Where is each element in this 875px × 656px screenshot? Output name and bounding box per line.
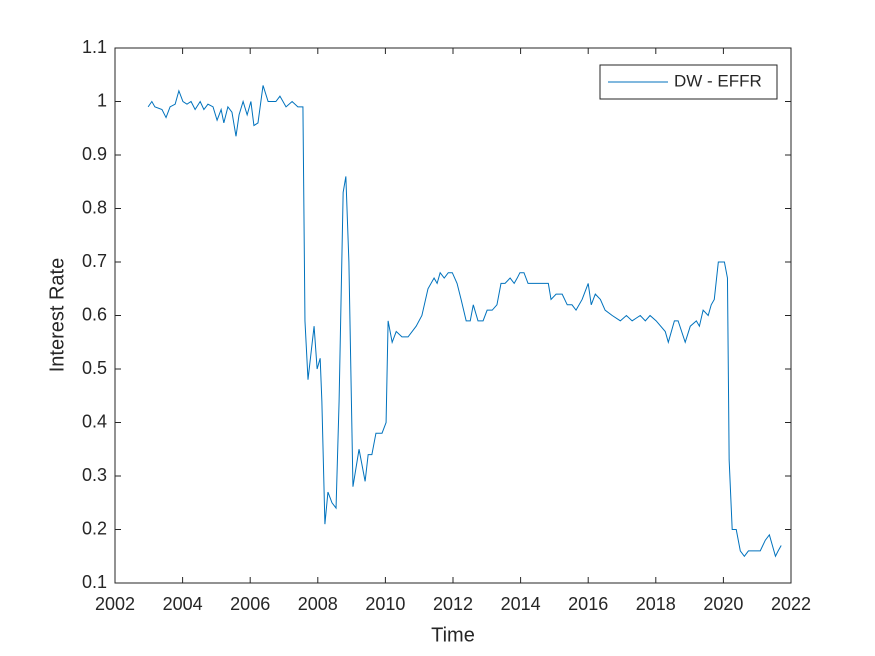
x-tick-label: 2022 xyxy=(771,594,811,614)
y-tick-label: 0.7 xyxy=(82,251,107,271)
y-tick-label: 0.9 xyxy=(82,144,107,164)
x-tick-label: 2006 xyxy=(230,594,270,614)
y-tick-label: 1 xyxy=(97,90,107,110)
x-tick-label: 2008 xyxy=(298,594,338,614)
plot-box xyxy=(114,47,792,584)
data-line xyxy=(147,85,782,558)
y-tick-label: 0.4 xyxy=(82,411,107,431)
y-tick-label: 0.8 xyxy=(82,197,107,217)
x-tick-label: 2020 xyxy=(703,594,743,614)
x-tick-label: 2014 xyxy=(501,594,541,614)
y-axis-label: Interest Rate xyxy=(46,258,68,373)
x-tick-label: 2010 xyxy=(365,594,405,614)
x-axis-label: Time xyxy=(431,624,475,646)
x-tick-label: 2016 xyxy=(568,594,608,614)
y-tick-label: 0.3 xyxy=(82,465,107,485)
y-tick-label: 0.5 xyxy=(82,358,107,378)
x-tick-label: 2018 xyxy=(636,594,676,614)
x-tick-label: 2012 xyxy=(433,594,473,614)
y-tick-label: 0.1 xyxy=(82,572,107,592)
y-tick-label: 1.1 xyxy=(82,37,107,57)
legend-label: DW - EFFR xyxy=(674,71,762,90)
x-tick-label: 2002 xyxy=(95,594,135,614)
y-tick-label: 0.6 xyxy=(82,304,107,324)
y-tick-label: 0.2 xyxy=(82,518,107,538)
x-tick-label: 2004 xyxy=(163,594,203,614)
